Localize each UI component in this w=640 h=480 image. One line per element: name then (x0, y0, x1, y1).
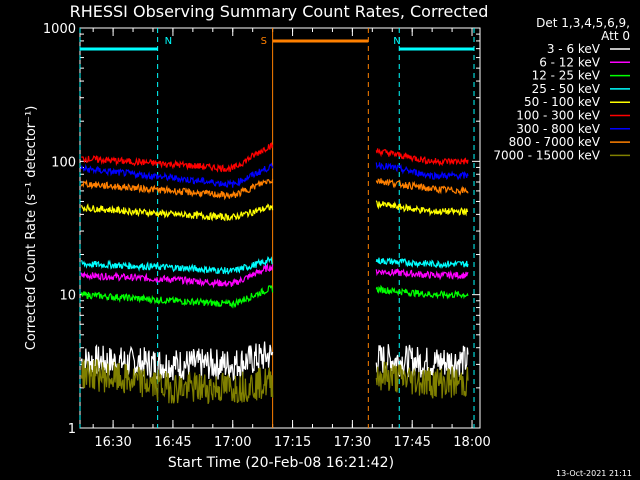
legend-label: 25 - 50 keV (532, 82, 601, 96)
series-line (375, 257, 469, 269)
y-tick-label: 1000 (43, 22, 76, 37)
footer-timestamp: 13-Oct-2021 21:11 (556, 469, 632, 478)
series-line (80, 341, 274, 382)
series-line (375, 268, 469, 281)
legend-label: 6 - 12 keV (539, 55, 601, 69)
series-line (80, 162, 274, 188)
legend-label: 300 - 800 keV (516, 122, 600, 136)
legend-label: 7000 - 15000 keV (493, 148, 600, 162)
legend-label: 3 - 6 keV (547, 42, 601, 56)
x-tick-label: 18:00 (453, 435, 490, 450)
legend-header-line-1: Det 1,3,4,5,6,9, (536, 16, 630, 30)
annotation-label: N (393, 36, 400, 47)
legend-label: 800 - 7000 keV (509, 135, 601, 149)
y-axis-label: Corrected Count Rate (s⁻¹ detector⁻¹) (24, 106, 39, 351)
chart-title: RHESSI Observing Summary Count Rates, Co… (70, 2, 489, 21)
x-tick-label: 17:15 (274, 435, 311, 450)
series-line (81, 142, 274, 173)
series-line (80, 262, 274, 289)
series-line (375, 178, 469, 196)
series-line (375, 361, 469, 399)
series-line (80, 359, 274, 404)
x-tick-label: 17:30 (334, 435, 371, 450)
x-tick-label: 16:30 (94, 435, 131, 450)
series-line (375, 200, 469, 217)
annotation-label: S (261, 36, 267, 47)
x-tick-label: 17:45 (393, 435, 430, 450)
series-line (80, 255, 274, 275)
series-line (80, 285, 274, 309)
series-line (375, 284, 469, 300)
x-tick-label: 16:45 (154, 435, 191, 450)
series-line (375, 162, 469, 181)
annotation-label: N (165, 36, 172, 47)
x-tick-label: 17:00 (214, 435, 251, 450)
x-axis-label: Start Time (20-Feb-08 16:21:42) (168, 455, 394, 471)
legend-header-line-2: Att 0 (601, 29, 630, 43)
legend-label: 50 - 100 keV (524, 95, 601, 109)
y-tick-label: 100 (51, 155, 76, 170)
legend-label: 100 - 300 keV (516, 109, 600, 123)
legend-label: 12 - 25 keV (532, 69, 601, 83)
series-line (375, 148, 469, 167)
series-line (80, 179, 274, 201)
y-tick-label: 1 (68, 422, 76, 437)
series-line (80, 203, 274, 222)
y-tick-label: 10 (59, 289, 76, 304)
